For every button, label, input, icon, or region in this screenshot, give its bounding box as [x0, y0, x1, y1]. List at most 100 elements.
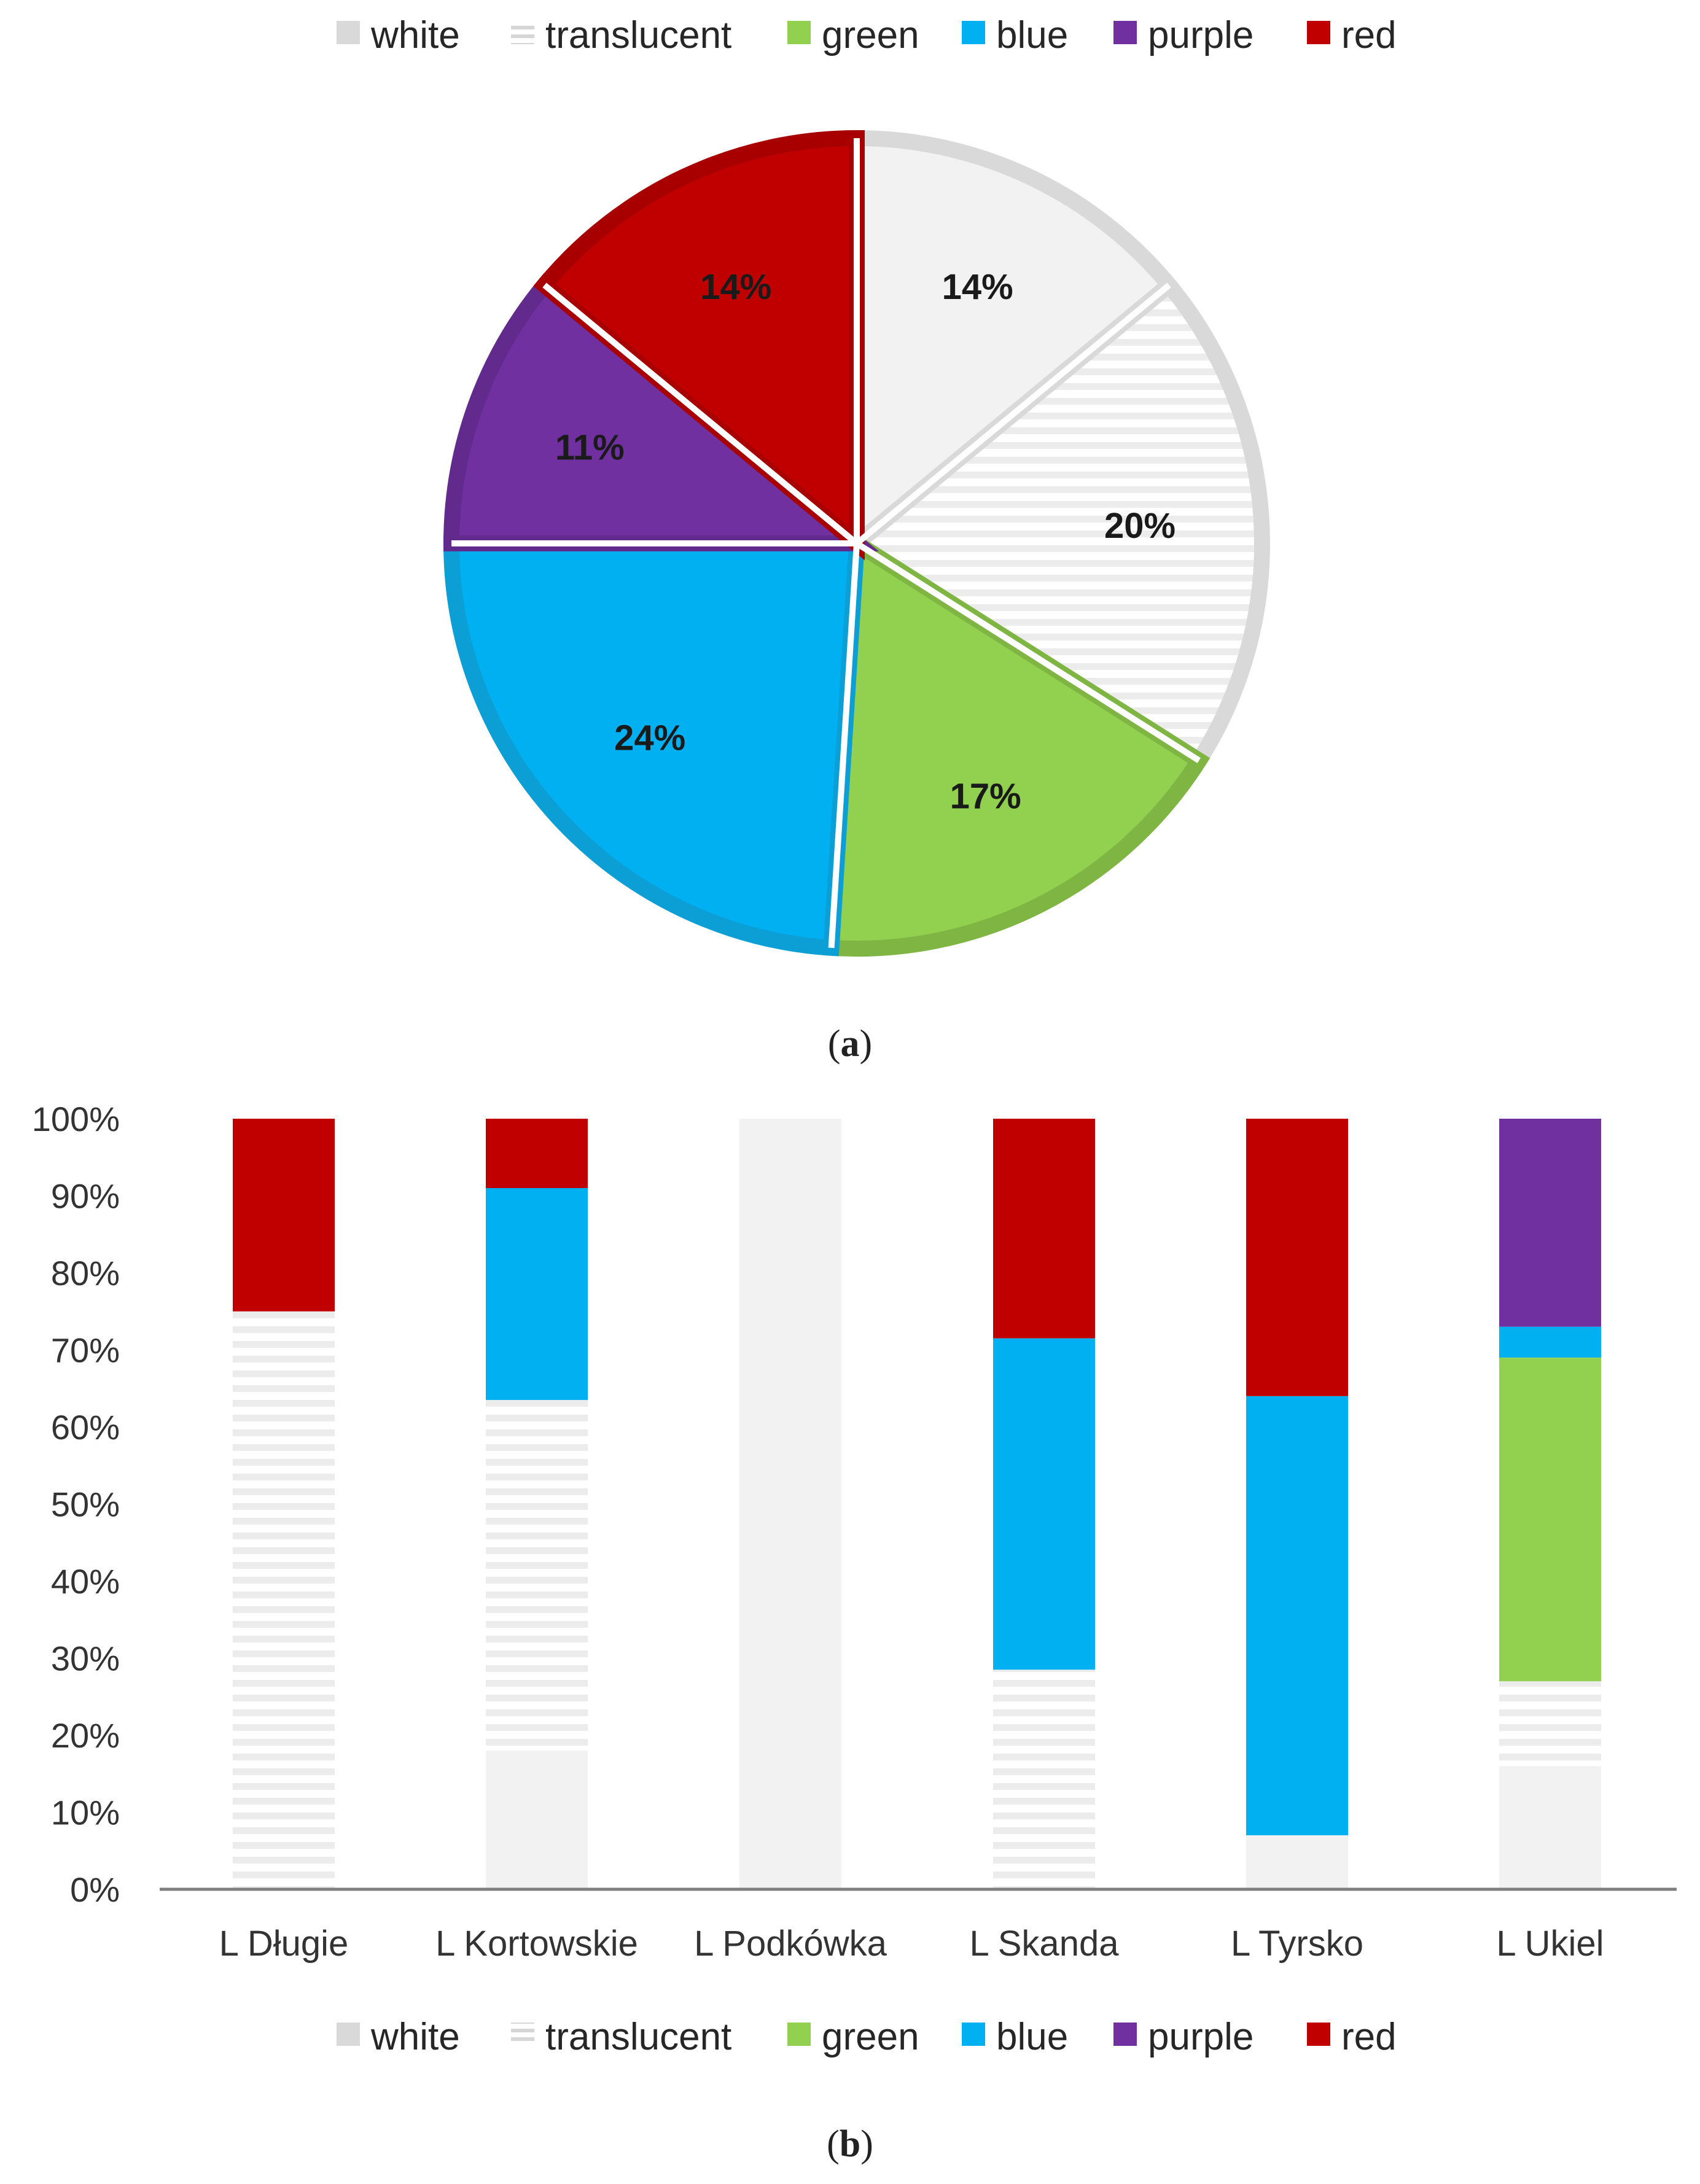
- legend-swatch-green: [787, 2023, 811, 2046]
- legend-label-blue: blue: [996, 14, 1068, 56]
- y-tick-label: 0%: [70, 1870, 120, 1909]
- pie-label-green: 17%: [950, 777, 1021, 817]
- bar-stack-5: [1499, 1119, 1601, 1889]
- panel-label-b: (b): [827, 2123, 873, 2165]
- y-tick-label: 30%: [51, 1639, 120, 1678]
- legend-label-green: green: [822, 2016, 919, 2058]
- bar-segment-red: [233, 1119, 335, 1312]
- x-category-label: L Skanda: [970, 1924, 1120, 1964]
- bar-stack-4: [1246, 1119, 1348, 1889]
- pie-label-purple: 11%: [555, 428, 625, 468]
- legend-swatch-translucent: [511, 2023, 534, 2046]
- legend-swatch-green: [787, 21, 811, 44]
- pie-slice-purple: [443, 273, 879, 551]
- x-category-label: L Kortowskie: [435, 1924, 638, 1964]
- legend-label-red: red: [1341, 2016, 1397, 2058]
- panel-label-b-letter: b: [840, 2123, 860, 2165]
- legend-label-red: red: [1341, 14, 1397, 56]
- bar-stack-3: [993, 1119, 1095, 1889]
- legend-label-translucent: translucent: [545, 2016, 731, 2058]
- legend-label-white: white: [370, 2016, 460, 2058]
- panel-label-a: (a): [828, 1023, 872, 1065]
- y-tick-label: 70%: [51, 1331, 120, 1370]
- y-tick-label: 100%: [32, 1100, 120, 1138]
- y-tick-label: 80%: [51, 1254, 120, 1292]
- y-tick-label: 10%: [51, 1793, 120, 1832]
- pie-slice-red: [533, 130, 865, 561]
- legend-item-blue: blue: [962, 14, 1068, 56]
- legend-item-translucent: translucent: [511, 14, 731, 56]
- legend-label-translucent: translucent: [545, 14, 731, 56]
- bar-segment-blue: [993, 1338, 1095, 1670]
- bar-segment-translucent: [1499, 1681, 1601, 1766]
- pie-slice-translucent: [843, 273, 1270, 772]
- legend-label-purple: purple: [1148, 14, 1254, 56]
- legend-swatch-red: [1307, 2023, 1330, 2046]
- bar-stack-2: [739, 1119, 841, 1889]
- pie-label-white: 14%: [942, 267, 1013, 307]
- x-category-label: L Ukiel: [1496, 1924, 1604, 1964]
- bar-segment-blue: [1246, 1396, 1348, 1836]
- legend-swatch-white: [337, 2023, 360, 2046]
- bar-segment-green: [1499, 1358, 1601, 1682]
- legend-item-white: white: [337, 2016, 460, 2058]
- y-tick-label: 60%: [51, 1408, 120, 1447]
- legend-swatch-red: [1307, 21, 1330, 44]
- legend-swatch-white: [337, 21, 360, 44]
- bar-segment-purple: [1499, 1119, 1601, 1327]
- pie-slice-white: [849, 130, 1180, 561]
- pie-slice-blue: [443, 535, 865, 957]
- bar-segment-translucent: [993, 1669, 1095, 1889]
- bar-segment-translucent: [486, 1400, 588, 1751]
- legend-swatch-purple: [1113, 21, 1137, 44]
- legend-item-red: red: [1307, 2016, 1397, 2058]
- bar-segment-translucent: [233, 1311, 335, 1890]
- panel-label-a-letter: a: [841, 1023, 860, 1065]
- pie-data-labels: 14% 20% 17% 24% 11% 14%: [555, 267, 1176, 817]
- y-tick-label: 20%: [51, 1716, 120, 1755]
- bar-segment-red: [486, 1119, 588, 1188]
- bar-segment-red: [1246, 1119, 1348, 1396]
- pie-chart: [443, 130, 1270, 957]
- pie-separator: [542, 282, 859, 546]
- legend-swatch-blue: [962, 2023, 985, 2046]
- pie-separator: [854, 282, 1171, 546]
- legend-swatch-translucent: [511, 21, 534, 44]
- pie-separator: [828, 543, 860, 949]
- bar-legend: white translucent green blue purple red: [337, 2016, 1397, 2058]
- legend-item-blue: blue: [962, 2016, 1068, 2058]
- bar-segment-blue: [1499, 1326, 1601, 1358]
- x-axis-categories: L Długie L Kortowskie L Podkówka L Skanda L …: [219, 1924, 1604, 1964]
- y-tick-label: 50%: [51, 1485, 120, 1524]
- bar-stack-1: [486, 1119, 588, 1889]
- bar-segment-white: [1246, 1835, 1348, 1889]
- legend-item-green: green: [787, 14, 919, 56]
- legend-item-purple: purple: [1113, 2016, 1254, 2058]
- legend-label-green: green: [822, 14, 919, 56]
- pie-legend: white translucent green blue purple red: [337, 14, 1397, 56]
- legend-label-white: white: [370, 14, 460, 56]
- legend-label-blue: blue: [996, 2016, 1068, 2058]
- legend-item-green: green: [787, 2016, 919, 2058]
- legend-item-red: red: [1307, 14, 1397, 56]
- pie-separator: [855, 540, 1201, 763]
- bar-chart: [233, 1119, 1601, 1890]
- pie-label-red: 14%: [700, 267, 771, 307]
- x-category-label: L Długie: [219, 1924, 349, 1964]
- bar-stack-0: [233, 1119, 335, 1890]
- bar-segment-blue: [486, 1188, 588, 1401]
- legend-swatch-blue: [962, 21, 985, 44]
- pie-slice-green: [822, 529, 1211, 957]
- bar-segment-white: [486, 1751, 588, 1889]
- bar-segment-red: [993, 1119, 1095, 1339]
- pie-label-translucent: 20%: [1104, 506, 1176, 546]
- legend-swatch-purple: [1113, 2023, 1137, 2046]
- legend-item-translucent: translucent: [511, 2016, 731, 2058]
- y-tick-label: 40%: [51, 1562, 120, 1601]
- y-tick-label: 90%: [51, 1177, 120, 1216]
- bar-segment-white: [1499, 1766, 1601, 1889]
- legend-label-purple: purple: [1148, 2016, 1254, 2058]
- pie-label-blue: 24%: [614, 718, 685, 758]
- bar-segment-white: [739, 1119, 841, 1889]
